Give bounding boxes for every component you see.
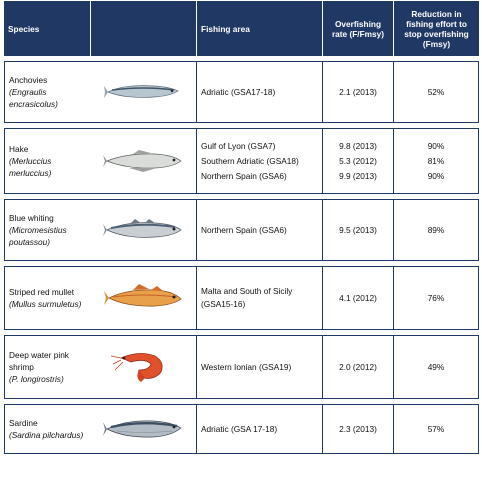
fishing-area-cell: Adriatic (GSA17-18) (197, 61, 323, 123)
header-image (91, 1, 197, 56)
sardine-fish-icon (102, 420, 182, 438)
reduction-value: 52% (427, 86, 445, 97)
species-latin-name: (Mullus surmuletus) (9, 299, 82, 309)
species-image-cell (91, 335, 197, 399)
species-cell: Anchovies (Engraulis encrasicolus) (4, 61, 91, 123)
overfishing-table: Species Fishing area Overfishing rate (F… (4, 1, 479, 454)
reduction-value: 49% (427, 361, 445, 372)
species-cell: Striped red mullet (Mullus surmuletus) (4, 266, 91, 330)
reduction-value: 57% (427, 423, 445, 434)
species-image-cell (91, 266, 197, 330)
reduction-value: 89% (427, 224, 445, 235)
overfishing-rate-cell: 2.1 (2013) (323, 61, 394, 123)
species-image-cell (91, 199, 197, 261)
fishing-area: Adriatic (GSA17-18) (201, 86, 276, 97)
header-fishing-area: Fishing area (197, 1, 323, 56)
overfishing-rate: 2.3 (2013) (339, 423, 377, 434)
species-latin-name: (P. longirostris) (9, 374, 64, 384)
table-row: Hake (Merluccius merluccius) Gulf of Lyon… (4, 128, 479, 194)
overfishing-rate-cell: 4.1 (2012) (323, 266, 394, 330)
anchovy-fish-icon (103, 85, 179, 98)
fishing-area: Western Ionian (GSA19) (201, 361, 292, 372)
header-row: Species Fishing area Overfishing rate (F… (4, 1, 479, 56)
fishing-area: Malta and South of Sicily (GSA15-16) (201, 286, 293, 309)
overfishing-rate: 4.1 (2012) (339, 292, 377, 303)
overfishing-table-container: Species Fishing area Overfishing rate (F… (4, 1, 479, 482)
pink-shrimp-icon (110, 353, 162, 382)
reduction-value: 81% (427, 155, 445, 166)
reduction-cell: 90% 81% 90% (394, 128, 479, 194)
species-image-cell (91, 61, 197, 123)
species-latin-name: (Sardina pilchardus) (9, 430, 84, 440)
overfishing-rate: 9.8 (2013) (339, 140, 377, 151)
reduction-cell: 57% (394, 404, 479, 454)
overfishing-rate-cell: 9.8 (2013) 5.3 (2012) 9.9 (2013) (323, 128, 394, 194)
fishing-area-cell: Western Ionian (GSA19) (197, 335, 323, 399)
species-common-name: Hake (9, 144, 29, 154)
table-row: Sardine (Sardina pilchardus) Adriatic (GS… (4, 404, 479, 454)
reduction-value: 90% (427, 170, 445, 181)
fishing-area-cell: Gulf of Lyon (GSA7) Southern Adriatic (G… (197, 128, 323, 194)
species-latin-name: (Engraulis encrasicolus) (9, 87, 58, 109)
blue-whiting-fish-icon (102, 219, 182, 238)
table-row: Deep water pink shrimp (P. longirostris) … (4, 335, 479, 399)
overfishing-rate: 5.3 (2012) (339, 155, 377, 166)
fishing-area-cell: Northern Spain (GSA6) (197, 199, 323, 261)
fishing-area: Adriatic (GSA 17-18) (201, 423, 278, 434)
fishing-area: Northern Spain (GSA6) (201, 224, 287, 235)
overfishing-rate: 9.5 (2013) (339, 224, 377, 235)
species-cell: Hake (Merluccius merluccius) (4, 128, 91, 194)
reduction-value: 76% (427, 292, 445, 303)
species-common-name: Striped red mullet (9, 287, 75, 297)
fishing-area: Southern Adriatic (GSA18) (201, 155, 299, 166)
reduction-value: 90% (427, 140, 445, 151)
header-species: Species (4, 1, 91, 56)
overfishing-rate-cell: 9.5 (2013) (323, 199, 394, 261)
overfishing-rate: 9.9 (2013) (339, 170, 377, 181)
species-cell: Sardine (Sardina pilchardus) (4, 404, 91, 454)
reduction-cell: 76% (394, 266, 479, 330)
table-row: Anchovies (Engraulis encrasicolus) Adriat… (4, 61, 479, 123)
overfishing-rate-cell: 2.3 (2013) (323, 404, 394, 454)
species-common-name: Deep water pink shrimp (9, 350, 69, 372)
species-image-cell (91, 128, 197, 194)
species-common-name: Blue whiting (9, 213, 54, 223)
overfishing-rate: 2.1 (2013) (339, 86, 377, 97)
fishing-area-cell: Adriatic (GSA 17-18) (197, 404, 323, 454)
species-latin-name: (Merluccius merluccius) (9, 156, 52, 178)
fishing-area: Northern Spain (GSA6) (201, 170, 287, 181)
fishing-area: Gulf of Lyon (GSA7) (201, 140, 276, 151)
species-latin-name: (Micromesistius poutassou) (9, 225, 67, 247)
header-overfishing-rate: Overfishing rate (F/Fmsy) (323, 1, 394, 56)
hake-fish-icon (102, 150, 182, 172)
table-row: Blue whiting (Micromesistius poutassou) N… (4, 199, 479, 261)
species-image-cell (91, 404, 197, 454)
reduction-cell: 89% (394, 199, 479, 261)
species-common-name: Anchovies (9, 75, 48, 85)
red-mullet-fish-icon (103, 284, 182, 307)
fishing-area-cell: Malta and South of Sicily (GSA15-16) (197, 266, 323, 330)
species-cell: Deep water pink shrimp (P. longirostris) (4, 335, 91, 399)
overfishing-rate: 2.0 (2012) (339, 361, 377, 372)
reduction-cell: 52% (394, 61, 479, 123)
overfishing-rate-cell: 2.0 (2012) (323, 335, 394, 399)
reduction-cell: 49% (394, 335, 479, 399)
species-cell: Blue whiting (Micromesistius poutassou) (4, 199, 91, 261)
header-reduction: Reduction in fishing effort to stop over… (394, 1, 479, 56)
table-row: Striped red mullet (Mullus surmuletus) Ma… (4, 266, 479, 330)
species-common-name: Sardine (9, 418, 38, 428)
